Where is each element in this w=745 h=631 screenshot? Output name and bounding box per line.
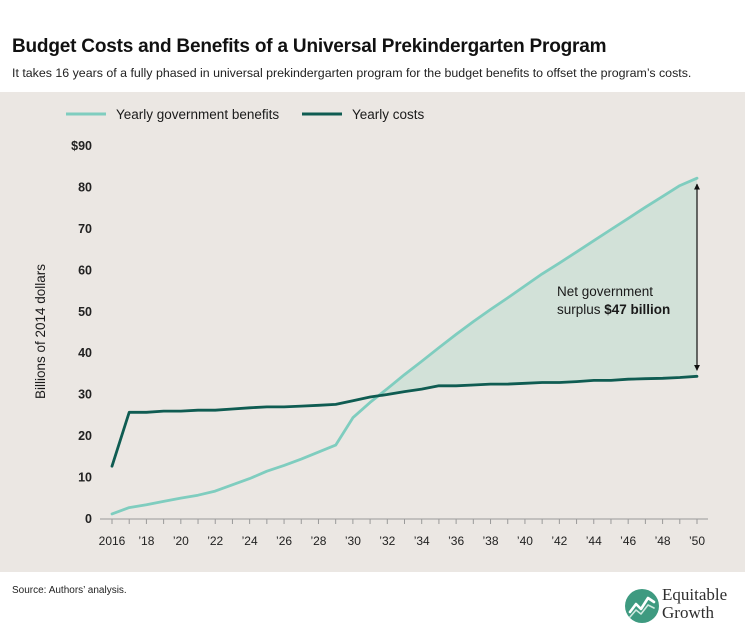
x-tick-label: ’46 — [620, 534, 636, 548]
legend-label-benefits: Yearly government benefits — [116, 107, 279, 122]
x-tick-label: ’42 — [551, 534, 567, 548]
x-tick-label: ’38 — [483, 534, 499, 548]
y-tick-label: 10 — [78, 471, 92, 485]
series-line-benefits — [110, 176, 699, 516]
logo-line-1: Equitable — [662, 585, 728, 604]
y-tick-label: $90 — [71, 139, 92, 153]
x-tick-label: ’20 — [173, 534, 189, 548]
y-tick-label: 70 — [78, 222, 92, 236]
x-tick-label: ’26 — [276, 534, 292, 548]
series-line-costs — [110, 374, 699, 468]
annotation-surplus-value: $47 billion — [604, 302, 670, 317]
x-tick-label: ’28 — [310, 534, 326, 548]
y-tick-label: 30 — [78, 388, 92, 402]
x-tick-label: ’30 — [345, 534, 361, 548]
y-tick-label: 20 — [78, 429, 92, 443]
x-tick-label: ’44 — [586, 534, 602, 548]
footer — [0, 572, 745, 631]
y-axis-title: Billions of 2014 dollars — [33, 264, 48, 399]
legend: Yearly government benefits Yearly costs — [66, 107, 425, 122]
y-tick-label: 40 — [78, 346, 92, 360]
header — [0, 22, 745, 84]
x-tick-label: ’18 — [138, 534, 154, 548]
x-tick-label: ’34 — [414, 534, 430, 548]
source-note: Source: Authors’ analysis. — [12, 585, 127, 596]
y-tick-label: 50 — [78, 305, 92, 319]
logo-mark-icon — [625, 589, 659, 623]
logo-line-2: Growth — [662, 603, 714, 622]
y-tick-label: 60 — [78, 263, 92, 277]
x-tick-label: ’22 — [207, 534, 223, 548]
annotation-line-1: Net government — [557, 284, 653, 299]
legend-label-costs: Yearly costs — [352, 107, 425, 122]
x-tick-label: ’40 — [517, 534, 533, 548]
x-tick-label: ’32 — [379, 534, 395, 548]
chart-subtitle: It takes 16 years of a fully phased in u… — [12, 66, 692, 80]
x-tick-label: ’48 — [655, 534, 671, 548]
y-tick-label: 80 — [78, 180, 92, 194]
x-tick-label: ’50 — [689, 534, 705, 548]
annotation-line-2: surplus $47 billion — [557, 302, 670, 317]
annotation-prefix: surplus — [557, 302, 604, 317]
x-tick-label: ’24 — [242, 534, 258, 548]
y-tick-label: 0 — [85, 512, 92, 526]
equitable-growth-logo: Equitable Growth — [624, 586, 740, 626]
x-tick-label: ’36 — [448, 534, 464, 548]
surplus-area — [378, 178, 697, 396]
logo-text: Equitable Growth — [662, 586, 727, 622]
x-tick-label: 2016 — [99, 534, 126, 548]
chart-title: Budget Costs and Benefits of a Universal… — [12, 36, 607, 57]
